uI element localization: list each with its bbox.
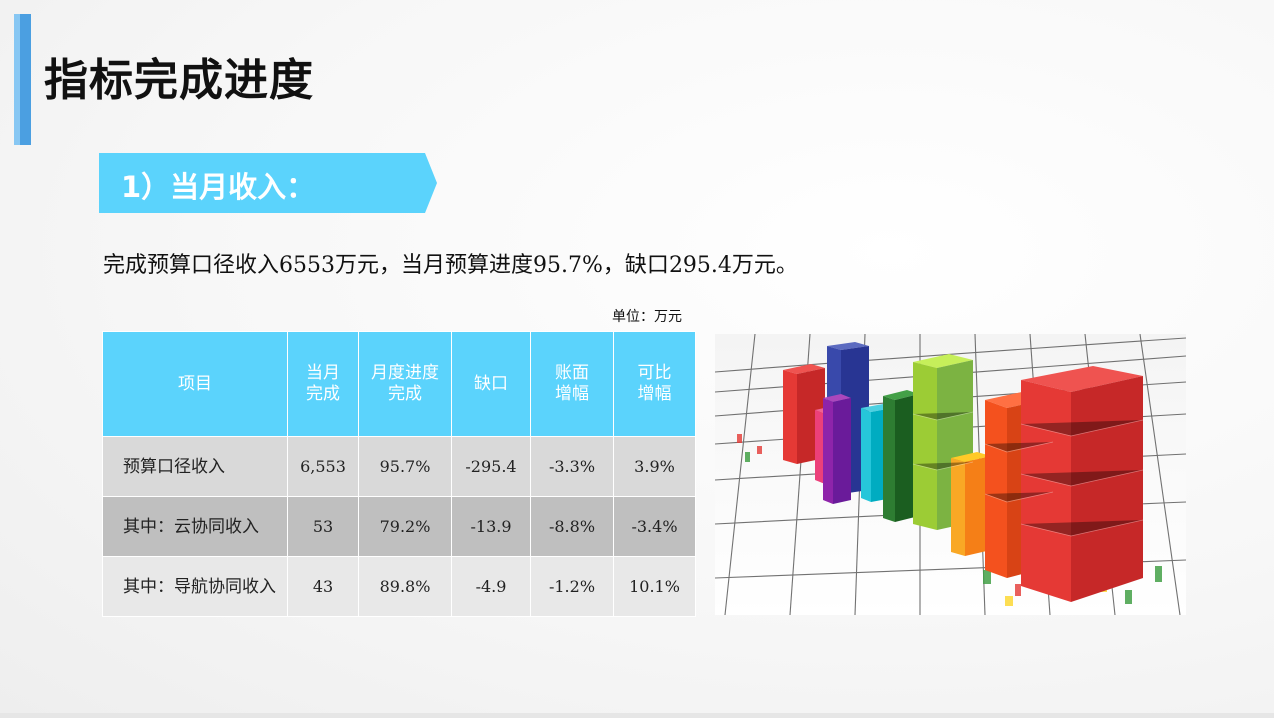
cell-gap: -295.4: [451, 436, 531, 497]
cell-progress: 89.8%: [358, 556, 452, 617]
cell-month-done: 53: [287, 496, 359, 557]
header-gap: 缺口: [451, 331, 531, 437]
row-name: 预算口径收入: [102, 436, 288, 497]
title-accent-bar: [14, 14, 31, 145]
cell-month-done: 6,553: [287, 436, 359, 497]
header-book-growth: 账面 增幅: [530, 331, 614, 437]
table-header-row: 项目 当月 完成 月度进度 完成 缺口 账面 增幅 可比 增幅: [102, 331, 696, 437]
cell-comparable-growth: 3.9%: [613, 436, 696, 497]
table-row: 其中：导航协同收入 43 89.8% -4.9 -1.2% 10.1%: [102, 556, 696, 617]
revenue-table: 项目 当月 完成 月度进度 完成 缺口 账面 增幅 可比 增幅 预算口径收入 6,553…: [102, 331, 696, 617]
header-progress: 月度进度 完成: [358, 331, 452, 437]
cell-comparable-growth: 10.1%: [613, 556, 696, 617]
cell-book-growth: -3.3%: [530, 436, 614, 497]
summary-text: 完成预算口径收入6553万元，当月预算进度95.7%，缺口295.4万元。: [103, 253, 798, 278]
section-banner: 1）当月收入：: [99, 153, 437, 213]
table-row: 其中：云协同收入 53 79.2% -13.9 -8.8% -3.4%: [102, 496, 696, 557]
cell-book-growth: -8.8%: [530, 496, 614, 557]
header-month-done: 当月 完成: [287, 331, 359, 437]
cell-comparable-growth: -3.4%: [613, 496, 696, 557]
cell-gap: -13.9: [451, 496, 531, 557]
header-item: 项目: [102, 331, 288, 437]
cell-gap: -4.9: [451, 556, 531, 617]
cell-month-done: 43: [287, 556, 359, 617]
cell-book-growth: -1.2%: [530, 556, 614, 617]
cell-progress: 95.7%: [358, 436, 452, 497]
page-title: 指标完成进度: [44, 55, 314, 106]
cell-progress: 79.2%: [358, 496, 452, 557]
header-comparable-growth: 可比 增幅: [613, 331, 696, 437]
section-label: 1）当月收入：: [121, 170, 316, 204]
row-name: 其中：云协同收入: [102, 496, 288, 557]
bottom-divider: [0, 713, 1274, 718]
table-row: 预算口径收入 6,553 95.7% -295.4 -3.3% 3.9%: [102, 436, 696, 497]
unit-label: 单位：万元: [612, 309, 682, 325]
bar-chart-illustration: [715, 334, 1186, 615]
row-name: 其中：导航协同收入: [102, 556, 288, 617]
